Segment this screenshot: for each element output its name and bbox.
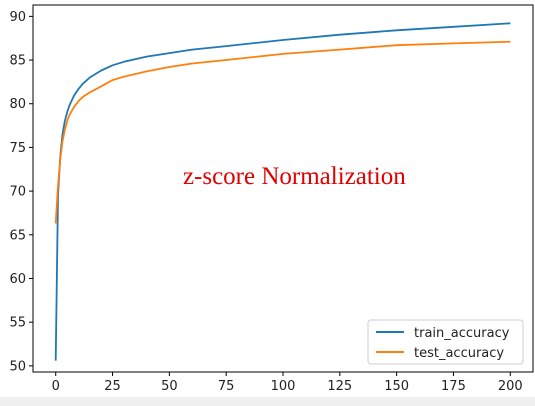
x-tick-label: 150 <box>384 379 409 394</box>
annotation-text: z-score Normalization <box>183 163 406 190</box>
y-tick-label: 60 <box>9 272 26 287</box>
x-tick-label: 75 <box>218 379 235 394</box>
x-tick-label: 125 <box>327 379 352 394</box>
y-tick-label: 55 <box>9 316 26 331</box>
legend-box <box>367 319 524 365</box>
x-tick-label: 0 <box>52 379 60 394</box>
y-tick-label: 80 <box>9 97 26 112</box>
y-axis: 50 55 60 65 70 75 80 85 90 <box>9 10 33 374</box>
y-tick-label: 85 <box>9 54 26 69</box>
series-line-train_accuracy <box>54 22 511 361</box>
series-line-test_accuracy <box>54 40 511 224</box>
x-axis: 0 25 50 75 100 125 150 175 200 <box>52 372 523 394</box>
x-tick-label: 100 <box>271 379 296 394</box>
legend-label-train: train_accuracy <box>414 326 510 341</box>
legend-label-test: test_accuracy <box>414 346 504 361</box>
x-tick-label: 50 <box>161 379 178 394</box>
series-layer <box>54 22 511 361</box>
x-tick-label: 200 <box>498 379 523 394</box>
bottom-strip <box>0 397 535 406</box>
y-tick-label: 65 <box>9 228 26 243</box>
x-tick-label: 175 <box>441 379 466 394</box>
y-tick-label: 50 <box>9 359 26 374</box>
y-tick-label: 70 <box>9 185 26 200</box>
y-tick-label: 75 <box>9 141 26 156</box>
y-tick-label: 90 <box>9 10 26 25</box>
legend: train_accuracy test_accuracy <box>367 319 524 365</box>
x-tick-label: 25 <box>104 379 121 394</box>
